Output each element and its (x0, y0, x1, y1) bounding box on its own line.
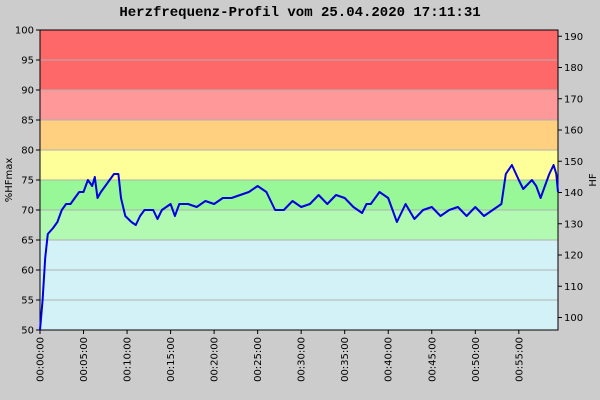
y2-tick-label: 100 (564, 313, 583, 324)
y-tick-label: 95 (21, 56, 34, 67)
y2-tick-label: 160 (564, 126, 583, 137)
y-tick-label: 70 (21, 206, 34, 217)
data-line (39, 164, 559, 331)
y-tick-label: 60 (21, 266, 34, 277)
y2-tick-label: 140 (564, 188, 583, 199)
x-tick-label: 00:00:00 (36, 337, 47, 382)
zone-band (40, 210, 558, 240)
y-tick-label: 100 (15, 26, 34, 37)
y2-tick-label: 180 (564, 63, 583, 74)
x-tick-label: 00:10:00 (123, 337, 134, 382)
y2-tick-label: 190 (564, 32, 583, 43)
y2-tick-label: 130 (564, 219, 583, 230)
x-tick-label: 00:20:00 (210, 337, 221, 382)
x-tick-label: 00:35:00 (340, 337, 351, 382)
x-tick-label: 00:25:00 (253, 337, 264, 382)
y2-tick-label: 150 (564, 157, 583, 168)
x-tick-label: 00:55:00 (514, 337, 525, 382)
chart-title: Herzfrequenz-Profil vom 25.04.2020 17:11… (119, 5, 480, 21)
x-tick-label: 00:05:00 (79, 337, 90, 382)
y-tick-label: 50 (21, 326, 34, 337)
zone-band (40, 90, 558, 120)
y-tick-label: 85 (21, 116, 34, 127)
y-axis-label: %HFmax (4, 158, 15, 203)
zone-band (40, 240, 558, 330)
plot-frame (39, 29, 559, 331)
y-tick-label: 65 (21, 236, 34, 247)
y-tick-label: 75 (21, 176, 34, 187)
y-tick-label: 90 (21, 86, 34, 97)
y2-tick-label: 170 (564, 94, 583, 105)
y2-tick-label: 120 (564, 251, 583, 262)
x-tick-label: 00:50:00 (471, 337, 482, 382)
y2-tick-label: 110 (564, 282, 583, 293)
y-tick-label: 55 (21, 296, 34, 307)
x-tick-label: 00:45:00 (427, 337, 438, 382)
zone-band (40, 150, 558, 180)
x-tick-label: 00:15:00 (166, 337, 177, 382)
zone-band (40, 120, 558, 150)
x-tick-label: 00:40:00 (384, 337, 395, 382)
y-tick-label: 80 (21, 146, 34, 157)
y2-axis-label: HF (588, 173, 599, 187)
x-tick-label: 00:30:00 (297, 337, 308, 382)
